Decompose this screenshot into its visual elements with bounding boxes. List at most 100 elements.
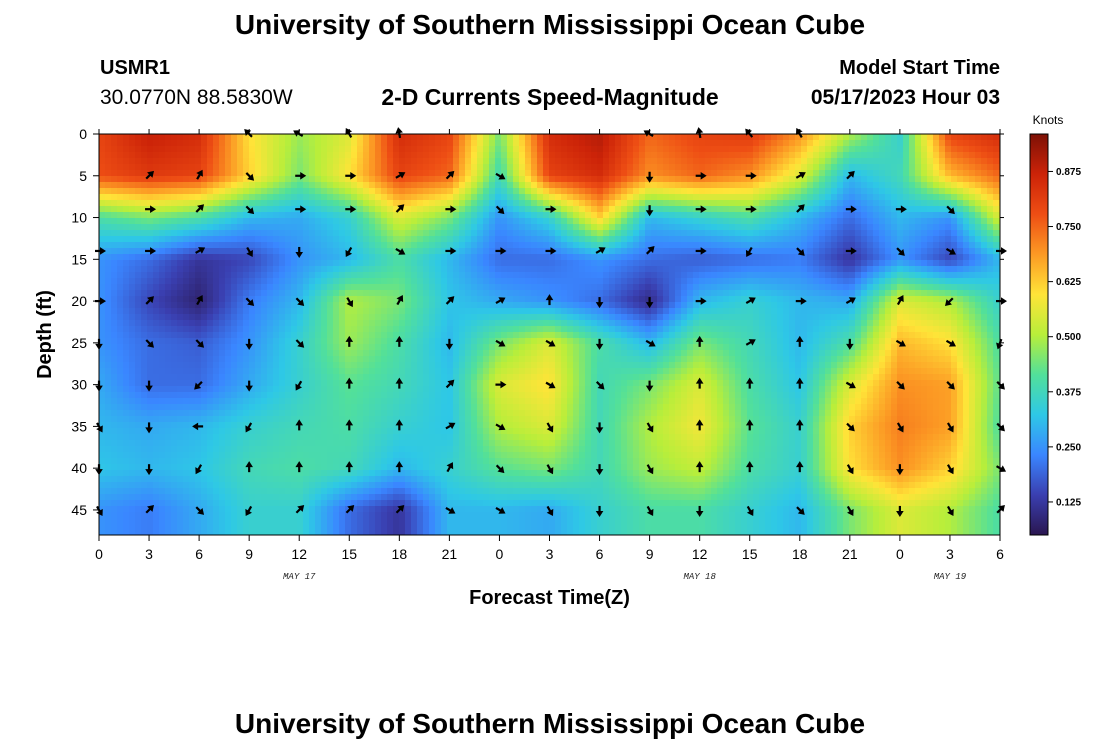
heat-cell: [921, 314, 928, 321]
heat-cell: [237, 176, 244, 183]
heat-cell: [591, 266, 598, 273]
heat-cell: [273, 200, 280, 207]
heat-cell: [237, 272, 244, 279]
heat-cell: [225, 254, 232, 261]
heat-cell: [963, 218, 970, 225]
heat-cell: [513, 218, 520, 225]
heat-cell: [639, 296, 646, 303]
heat-cell: [783, 320, 790, 327]
heat-cell: [885, 236, 892, 243]
heat-cell: [969, 194, 976, 201]
heat-cell: [171, 212, 178, 219]
heat-cell: [351, 260, 358, 267]
heat-cell: [861, 212, 868, 219]
heat-cell: [345, 134, 352, 141]
heat-cell: [489, 308, 496, 315]
heat-cell: [819, 326, 826, 333]
heat-cell: [369, 140, 376, 147]
heat-cell: [537, 164, 544, 171]
heat-cell: [957, 272, 964, 279]
heat-cell: [567, 302, 574, 309]
heat-cell: [609, 308, 616, 315]
heat-cell: [321, 272, 328, 279]
heat-cell: [573, 140, 580, 147]
heat-cell: [861, 326, 868, 333]
heat-cell: [957, 224, 964, 231]
heat-cell: [549, 158, 556, 165]
heat-cell: [717, 272, 724, 279]
heat-cell: [705, 188, 712, 195]
heat-cell: [363, 188, 370, 195]
heat-cell: [543, 308, 550, 315]
heat-cell: [915, 212, 922, 219]
heat-cell: [291, 164, 298, 171]
heat-cell: [975, 266, 982, 273]
heat-cell: [585, 194, 592, 201]
heat-cell: [117, 200, 124, 207]
heat-cell: [885, 158, 892, 165]
heat-cell: [759, 272, 766, 279]
heat-cell: [291, 314, 298, 321]
heat-cell: [759, 170, 766, 177]
heat-cell: [135, 266, 142, 273]
heat-cell: [411, 230, 418, 237]
heat-cell: [759, 290, 766, 297]
heat-cell: [237, 194, 244, 201]
heat-cell: [879, 242, 886, 249]
heat-cell: [621, 278, 628, 285]
heat-cell: [855, 326, 862, 333]
heat-cell: [447, 308, 454, 315]
heat-cell: [303, 326, 310, 333]
heat-cell: [501, 182, 508, 189]
heat-cell: [117, 236, 124, 243]
heat-cell: [495, 272, 502, 279]
heat-cell: [255, 272, 262, 279]
heat-cell: [567, 182, 574, 189]
heat-cell: [231, 146, 238, 153]
heat-cell: [321, 290, 328, 297]
heat-cell: [675, 302, 682, 309]
heat-cell: [225, 260, 232, 267]
heat-cell: [483, 182, 490, 189]
heat-cell: [657, 146, 664, 153]
heat-cell: [861, 152, 868, 159]
heat-cell: [795, 182, 802, 189]
heat-cell: [135, 158, 142, 165]
heat-cell: [291, 170, 298, 177]
heat-cell: [921, 302, 928, 309]
heat-cell: [585, 212, 592, 219]
heat-cell: [129, 272, 136, 279]
heat-cell: [627, 188, 634, 195]
heat-cell: [939, 140, 946, 147]
heat-cell: [291, 320, 298, 327]
heat-cell: [279, 248, 286, 255]
heat-cell: [819, 296, 826, 303]
heat-cell: [411, 158, 418, 165]
heat-cell: [141, 140, 148, 147]
heat-cell: [819, 224, 826, 231]
heat-cell: [477, 314, 484, 321]
heat-cell: [741, 266, 748, 273]
heat-cell: [813, 326, 820, 333]
heat-cell: [747, 170, 754, 177]
heat-cell: [333, 230, 340, 237]
heat-cell: [765, 308, 772, 315]
heat-cell: [837, 302, 844, 309]
heat-cell: [339, 254, 346, 261]
heat-cell: [969, 290, 976, 297]
heat-cell: [909, 326, 916, 333]
heat-cell: [909, 236, 916, 243]
heat-cell: [435, 212, 442, 219]
heat-cell: [567, 188, 574, 195]
heat-cell: [675, 176, 682, 183]
heat-cell: [381, 314, 388, 321]
heat-cell: [453, 170, 460, 177]
heat-cell: [171, 134, 178, 141]
heat-cell: [591, 170, 598, 177]
heat-cell: [567, 314, 574, 321]
heat-cell: [357, 254, 364, 261]
heat-cell: [537, 146, 544, 153]
heat-cell: [813, 302, 820, 309]
heat-cell: [417, 224, 424, 231]
heat-cell: [897, 302, 904, 309]
